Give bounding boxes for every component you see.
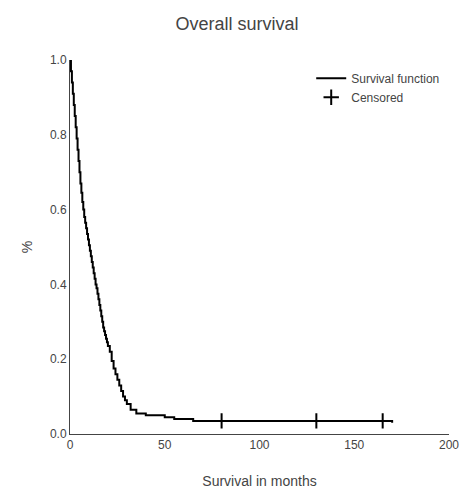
svg-text:0.0: 0.0	[50, 427, 67, 441]
svg-text:Survival function: Survival function	[351, 72, 439, 86]
svg-text:1.0: 1.0	[50, 53, 67, 67]
svg-text:Survival in months: Survival in months	[202, 473, 316, 489]
svg-text:200: 200	[439, 438, 459, 452]
svg-text:%: %	[19, 241, 35, 253]
svg-text:0: 0	[67, 438, 74, 452]
svg-text:150: 150	[344, 438, 364, 452]
svg-text:Censored: Censored	[351, 91, 403, 105]
svg-text:100: 100	[249, 438, 269, 452]
svg-text:0.8: 0.8	[50, 128, 67, 142]
svg-text:0.6: 0.6	[50, 203, 67, 217]
svg-text:0.2: 0.2	[50, 352, 67, 366]
svg-text:0.4: 0.4	[50, 278, 67, 292]
svg-text:Overall survival: Overall survival	[175, 14, 298, 34]
svg-text:50: 50	[158, 438, 172, 452]
